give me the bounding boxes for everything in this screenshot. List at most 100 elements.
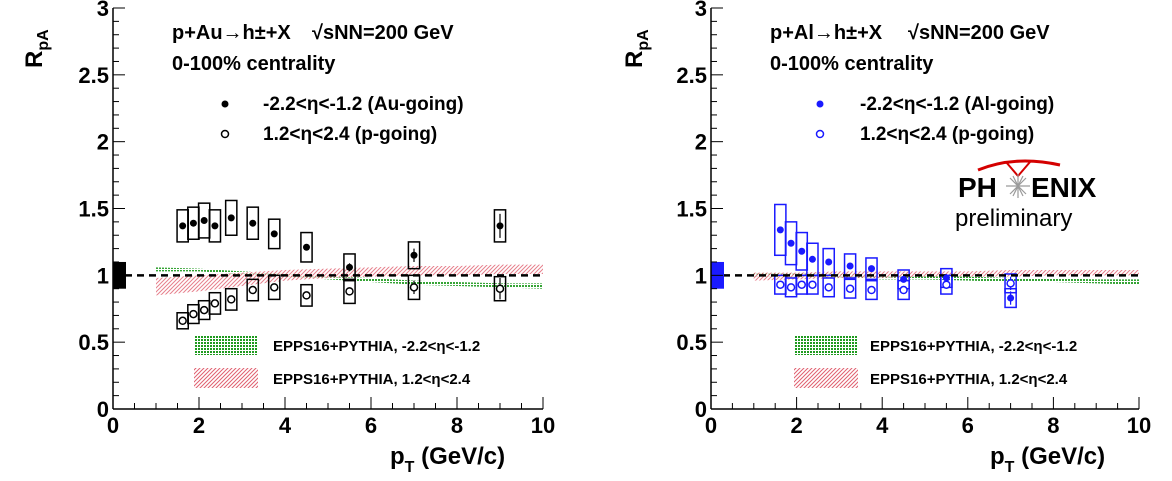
data-point xyxy=(248,285,257,295)
data-point xyxy=(496,222,504,230)
data-point xyxy=(825,258,833,266)
systematic-box xyxy=(208,209,222,243)
systematic-boxes xyxy=(774,203,1017,309)
systematic-box xyxy=(843,278,857,299)
y-tick-label: 2 xyxy=(97,130,109,155)
y-axis-label: RpA xyxy=(621,29,652,68)
y-tick-label: 3 xyxy=(97,0,109,21)
systematic-box xyxy=(822,247,836,277)
systematic-box xyxy=(224,287,238,311)
data-point xyxy=(302,291,311,300)
data-point xyxy=(249,219,257,227)
systematic-box xyxy=(246,278,260,302)
systematic-box xyxy=(407,241,421,270)
systematic-box xyxy=(865,279,878,301)
systematic-box xyxy=(267,218,281,250)
data-point xyxy=(495,284,505,293)
y-tick-label: 1.5 xyxy=(78,197,109,222)
x-tick-label: 0 xyxy=(107,413,119,438)
legend-marker-filled xyxy=(221,100,229,108)
y-tick-label: 0 xyxy=(97,397,109,422)
legend-band-red xyxy=(194,368,258,388)
x-tick-label: 2 xyxy=(193,413,205,438)
systematic-box xyxy=(343,278,356,305)
legend-band-green xyxy=(194,335,258,355)
data-point xyxy=(211,222,219,230)
data-point xyxy=(227,295,236,304)
data-point xyxy=(808,280,817,289)
data-point xyxy=(1007,294,1015,302)
legend-band-green xyxy=(794,335,858,355)
systematic-box xyxy=(224,199,238,236)
systematic-box xyxy=(343,253,356,282)
data-point xyxy=(178,316,187,326)
systematic-box xyxy=(246,206,260,240)
x-tick-label: 0 xyxy=(705,413,717,438)
y-tick-label: 0 xyxy=(695,397,707,422)
data-point xyxy=(303,243,310,251)
legend-marker-filled xyxy=(816,100,824,108)
svg-text:ENIX: ENIX xyxy=(1031,172,1097,203)
x-tick-label: 4 xyxy=(279,413,292,438)
data-point xyxy=(345,287,354,296)
legend-band-red xyxy=(794,368,858,388)
y-tick-label: 3 xyxy=(695,0,707,21)
data-point xyxy=(199,305,209,315)
annotation-energy: √sNN=200 GeV xyxy=(312,22,454,44)
data-point xyxy=(942,274,950,282)
legend-series-1: -2.2<η<-1.2 (Al-going) xyxy=(860,94,1054,115)
annotation-energy: √sNN=200 GeV xyxy=(908,22,1050,44)
data-point xyxy=(1006,279,1015,288)
logo-subtitle: preliminary xyxy=(955,205,1072,232)
data-point xyxy=(786,283,796,292)
systematic-box xyxy=(493,275,507,302)
data-point xyxy=(270,230,278,238)
x-tick-label: 6 xyxy=(962,413,974,438)
legend-band-2: EPPS16+PYTHIA, 1.2<η<2.4 xyxy=(870,371,1068,388)
y-tick-label: 2.5 xyxy=(676,63,707,88)
x-axis-label: pT (GeV/c) xyxy=(990,443,1105,476)
data-point xyxy=(845,284,855,293)
axis-ticks: 0 2 4 6 8 10 0 0.5 1 1.5 2 2.5 3 xyxy=(78,0,555,438)
annotation-centrality: 0-100% centrality xyxy=(172,53,336,75)
data-point xyxy=(179,222,187,230)
data-point xyxy=(189,219,197,227)
data-point xyxy=(899,285,908,295)
data-point xyxy=(776,226,784,234)
legend-series-2: 1.2<η<2.4 (p-going) xyxy=(263,124,437,145)
annotation-system: p+Al→h±+X xyxy=(770,22,883,44)
legend-marker-open xyxy=(815,129,825,139)
data-point xyxy=(798,247,806,255)
phenix-star-icon xyxy=(1006,174,1030,198)
y-axis-label: RpA xyxy=(21,29,52,68)
systematic-box xyxy=(822,277,836,298)
x-tick-label: 4 xyxy=(876,413,889,438)
systematic-box xyxy=(865,257,878,281)
systematic-box xyxy=(300,283,313,307)
systematic-box xyxy=(843,253,857,279)
axis-ticks: 0 2 4 6 8 10 0 0.5 1 1.5 2 2.5 3 xyxy=(676,0,1151,438)
y-tick-label: 0.5 xyxy=(676,330,707,355)
y-tick-label: 2 xyxy=(695,130,707,155)
y-tick-label: 1 xyxy=(97,263,109,288)
legend-band-2: EPPS16+PYTHIA, 1.2<η<2.4 xyxy=(273,371,471,388)
systematic-box xyxy=(300,231,313,263)
model-band xyxy=(156,264,543,296)
data-point xyxy=(346,263,353,271)
x-tick-label: 2 xyxy=(790,413,802,438)
x-axis-label: pT (GeV/c) xyxy=(390,443,505,476)
model-bands xyxy=(156,264,543,296)
left-panel: 0 2 4 6 8 10 0 0.5 1 1.5 2 2.5 3 RpA pT (GeV/c) p+Au… xyxy=(21,0,555,476)
data-point xyxy=(868,265,875,273)
data-points xyxy=(776,226,1015,305)
legend-band-1: EPPS16+PYTHIA, -2.2<η<-1.2 xyxy=(273,338,480,355)
data-point xyxy=(776,280,785,289)
legend-marker-open xyxy=(220,129,230,139)
systematic-box xyxy=(208,291,222,315)
data-point xyxy=(808,255,816,263)
data-point xyxy=(227,214,235,222)
data-point xyxy=(900,275,908,283)
y-tick-label: 1 xyxy=(695,263,707,288)
phenix-logo: PH ENIX preliminary xyxy=(955,159,1097,232)
annotation-system: p+Au→h±+X xyxy=(172,22,291,44)
